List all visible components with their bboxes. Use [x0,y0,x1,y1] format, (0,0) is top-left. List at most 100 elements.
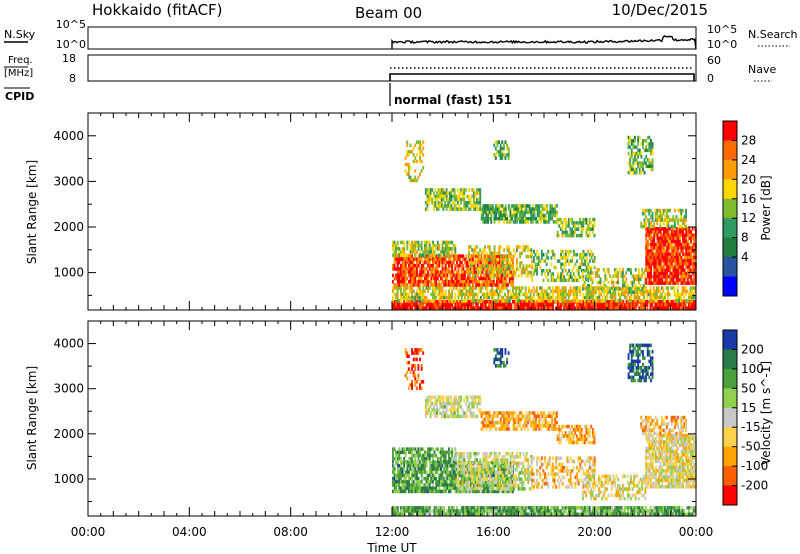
power-cell [508,245,510,249]
power-cell [629,158,632,162]
power-cell [463,204,466,208]
velocity-cell [676,512,679,516]
velocity-cell [440,509,442,513]
power-cell [617,303,620,307]
power-cell [463,197,466,202]
power-cell [440,250,442,254]
power-cell [428,240,431,245]
power-cell [583,217,586,222]
velocity-cell [412,509,415,513]
power-cell [491,204,494,208]
power-cell [630,292,633,297]
power-cell [527,274,530,278]
velocity-cell [441,473,444,478]
velocity-cell [518,509,521,513]
velocity-cell [505,506,508,510]
power-cell [658,236,660,241]
power-cell [678,243,681,247]
power-cell [536,210,539,215]
power-cell [456,273,458,278]
power-cell [411,273,414,278]
power-cell [690,281,692,285]
power-cell [539,220,542,224]
power-cell [537,253,540,257]
power-cell [417,273,420,278]
velocity-cell [464,476,466,481]
power-cell [438,306,441,310]
power-cell [476,260,479,265]
power-cell [690,239,692,244]
power-cell [576,292,578,297]
power-cell [480,210,483,215]
velocity-cell [435,512,438,516]
velocity-cell [622,512,625,516]
power-cell [510,280,513,284]
power-cell [446,267,449,271]
power-cell [467,303,470,307]
power-cell [528,217,531,221]
velocity-cell [398,467,401,471]
power-cell [656,265,659,269]
power-cell [518,303,521,307]
power-cell [449,260,452,265]
power-cell [579,303,582,307]
power-cell [485,254,488,259]
power-cell [481,299,484,303]
power-cell [409,273,412,278]
power-cell [514,217,517,221]
power-cell [454,280,457,284]
velocity-cell [572,512,575,516]
power-cell [427,264,430,268]
power-cell [459,264,462,268]
velocity-cell [448,512,450,516]
power-cell [607,268,610,272]
power-cell [513,300,516,304]
power-cell [686,249,689,253]
power-cell [534,253,537,257]
power-cell [457,276,460,281]
velocity-cell [393,470,396,474]
power-cell [476,267,478,272]
velocity-cell [617,512,620,516]
velocity-cell [443,467,446,471]
power-cell [500,261,502,265]
power-cell [650,164,652,169]
velocity-cell [617,506,620,510]
power-cell [572,286,575,290]
power-cell [436,303,439,307]
power-cell [485,217,488,221]
power-cell [430,280,433,284]
power-cell [472,270,474,274]
velocity-cell [412,464,415,468]
power-cell [448,191,451,195]
velocity-cell [464,512,466,516]
power-cell [669,262,672,266]
power-cell [416,289,418,293]
power-cell [634,135,636,140]
power-cell [569,286,572,290]
power-cell [420,289,423,293]
power-cell [424,243,426,248]
power-cell [685,249,688,253]
power-cell [540,292,543,297]
power-cell [479,207,482,211]
power-cell [486,273,489,278]
power-cell [638,171,641,175]
power-cell [527,204,529,208]
velocity-cell [443,470,446,474]
velocity-cell [444,486,447,490]
power-cell [519,245,522,249]
power-cell [474,207,477,211]
power-cell [472,254,474,258]
velocity-cell [462,486,465,490]
power-cell [693,246,696,250]
power-cell [441,253,444,257]
power-cell [476,299,479,303]
power-cell [552,292,554,297]
power-cell [509,261,512,265]
power-cell [566,224,569,228]
power-cell [650,148,652,153]
power-cell [522,245,525,249]
power-cell [427,260,430,265]
power-cell [424,283,426,287]
